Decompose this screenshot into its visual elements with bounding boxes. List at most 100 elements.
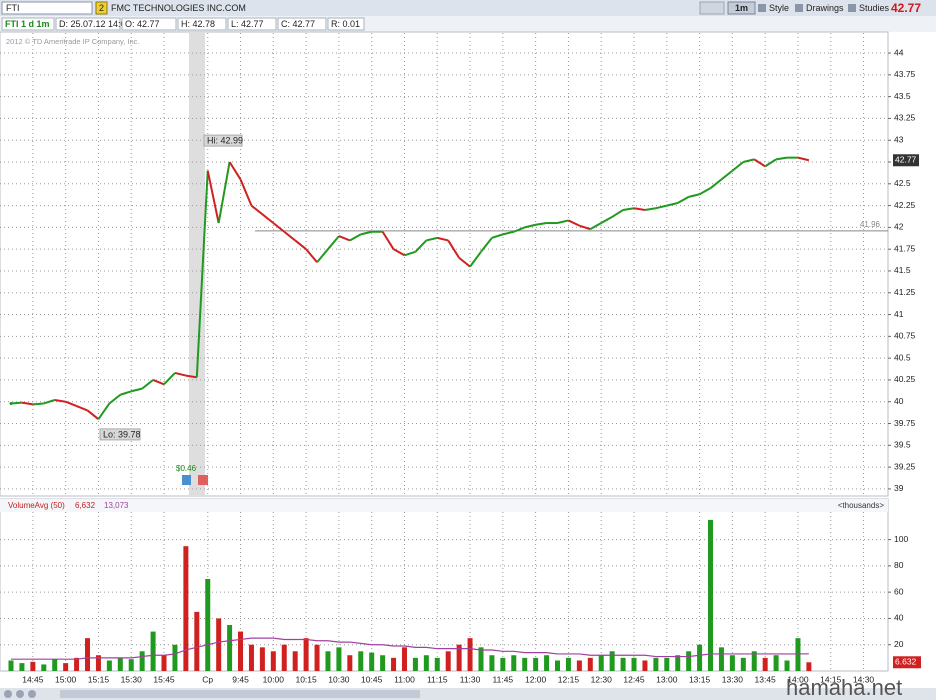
style-button[interactable]: Style — [769, 3, 789, 13]
price-segment — [502, 230, 515, 236]
unit-label: <thousands> — [838, 501, 885, 510]
y-tick-label: 41.25 — [894, 287, 916, 297]
volume-bar — [259, 647, 265, 671]
x-tick-label: 12:00 — [525, 674, 547, 684]
high-label: Hi: 42.99 — [207, 135, 243, 145]
volume-bar — [106, 660, 112, 671]
volume-bar — [412, 657, 418, 671]
x-tick-label: 15:15 — [88, 674, 110, 684]
zoom-icon[interactable] — [16, 690, 24, 698]
price-segment — [709, 178, 723, 189]
info-cell — [121, 17, 177, 31]
volume-bar — [467, 638, 473, 671]
aggregation[interactable]: 1m — [735, 3, 748, 13]
volume-bar — [248, 644, 254, 671]
volume-bar — [642, 660, 648, 671]
last-price-box — [893, 154, 919, 167]
price-segment — [589, 222, 602, 231]
price-segment — [753, 158, 766, 168]
y-tick-label: 44 — [894, 47, 904, 57]
price-segment — [21, 401, 34, 406]
price-segment — [305, 248, 318, 263]
y-tick-label: 43.75 — [894, 69, 916, 79]
aggregation-button[interactable] — [727, 1, 756, 15]
y-tick-label: 42.5 — [894, 178, 911, 188]
price-segment — [43, 399, 56, 405]
price-segment — [688, 193, 700, 198]
price-segment — [10, 401, 23, 405]
symbol-box[interactable] — [1, 1, 93, 15]
price-segment — [360, 230, 372, 236]
price-segment — [76, 405, 88, 412]
price-segment — [797, 156, 810, 162]
x-tick-label: 12:45 — [623, 674, 645, 684]
copyright: 2012 © TD Ameritrade IP Company, Inc. — [6, 37, 140, 46]
volume-bar — [19, 663, 25, 671]
volume-bar — [183, 546, 189, 671]
x-tick-label: 13:45 — [755, 674, 777, 684]
tool-icons[interactable] — [699, 1, 725, 15]
price-segment — [579, 224, 591, 231]
price-segment — [699, 187, 712, 196]
volume-bar — [161, 655, 167, 671]
volume-bar — [664, 657, 670, 671]
volume-bar — [522, 657, 528, 671]
zoom-icon[interactable] — [4, 690, 12, 698]
x-tick-label: 15:00 — [55, 674, 77, 684]
volume-bar — [216, 618, 222, 671]
link-badge[interactable] — [95, 1, 108, 15]
volume-bar — [609, 651, 615, 671]
x-tick-label: 14:45 — [22, 674, 44, 684]
volume-bar — [303, 638, 309, 671]
x-tick-label: 12:30 — [591, 674, 613, 684]
info-cells: FTI 1 d 1m D: 25.07.12 14:07O: 42.77 H: 42… — [1, 17, 365, 31]
price-segment — [447, 239, 460, 259]
last-price-label: 42.77 — [895, 155, 917, 165]
y-tick-label: 40 — [894, 613, 904, 623]
price-segment — [239, 179, 253, 206]
zoom-icon[interactable] — [28, 690, 36, 698]
volume-bar — [718, 647, 724, 671]
volume-bar — [270, 651, 276, 671]
info-cell — [177, 17, 227, 31]
volume-bar — [489, 655, 495, 671]
scroll-thumb[interactable] — [60, 690, 420, 698]
volume-bar — [434, 657, 440, 671]
price-segment — [480, 237, 493, 253]
volume-bar — [74, 657, 80, 671]
y-tick-label: 41.75 — [894, 243, 916, 253]
company: FMC TECHNOLOGIES INC.COM — [111, 3, 246, 13]
volume-bar — [314, 644, 320, 671]
x-tick-label: 10:00 — [263, 674, 285, 684]
price-panel — [0, 31, 889, 497]
price-segment — [764, 158, 777, 168]
price-segment — [622, 207, 635, 211]
price-segment — [32, 402, 44, 406]
volume-bar — [631, 657, 637, 671]
x-tick-label: 14:15 — [820, 674, 842, 684]
x-tick-label: 15:30 — [121, 674, 143, 684]
price-segment — [775, 156, 788, 161]
volume-bar — [380, 655, 386, 671]
volume-bar — [544, 655, 550, 671]
y-tick-label: 60 — [894, 586, 904, 596]
x-tick-label: 12:15 — [558, 674, 580, 684]
info-text: O: 42.77 — [125, 19, 160, 29]
volume-bar — [762, 657, 768, 671]
price-segment — [655, 204, 668, 210]
volume-bar — [205, 579, 211, 671]
volume-bar — [697, 644, 703, 671]
y-tick-label: 40.5 — [894, 352, 911, 362]
volume-bar — [391, 657, 397, 671]
x-tick-label: 13:30 — [722, 674, 744, 684]
drawings-button[interactable]: Drawings — [806, 3, 844, 13]
price-segment — [54, 398, 66, 403]
x-tick-label: 10:15 — [295, 674, 317, 684]
price-segment — [250, 204, 264, 216]
x-tick-label: 10:30 — [328, 674, 350, 684]
price-segment — [743, 158, 755, 163]
price-segment — [327, 235, 340, 250]
volume-bar — [325, 651, 331, 671]
studies-button[interactable]: Studies — [859, 3, 890, 13]
